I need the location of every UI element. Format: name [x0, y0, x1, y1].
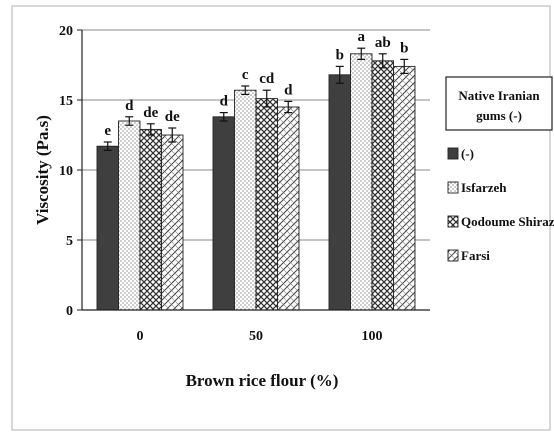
bar---100	[328, 74, 351, 311]
legend-swatch	[447, 249, 459, 262]
bar-farsi-50	[277, 106, 300, 311]
significance-letter: cd	[259, 71, 275, 87]
significance-letter: a	[358, 29, 366, 45]
bar-farsi-0	[161, 134, 184, 311]
bar---0	[96, 145, 119, 311]
significance-letter: d	[220, 94, 229, 110]
x-axis-label: Brown rice flour (%)	[186, 371, 339, 390]
legend-title-box	[445, 76, 553, 131]
significance-letter: c	[242, 67, 249, 83]
bar-qodoume-shirazi-100	[371, 60, 394, 311]
legend-label: Isfarzeh	[461, 180, 507, 195]
error-bar	[262, 89, 271, 108]
legend-label: Qodoume Shirazi	[461, 214, 554, 229]
legend-swatch	[447, 215, 459, 228]
legend-label: (-)	[461, 146, 474, 161]
error-bar	[335, 65, 344, 84]
bar-farsi-100	[393, 65, 416, 311]
error-bar	[241, 85, 250, 96]
legend-label: Farsi	[461, 248, 490, 263]
y-tick-label: 5	[66, 234, 73, 249]
bar-isfarzeh-50	[234, 89, 257, 311]
bar---50	[212, 116, 235, 311]
axes	[81, 30, 430, 311]
y-tick-label: 10	[59, 164, 73, 179]
chart-border	[11, 5, 551, 431]
significance-letter: de	[143, 105, 158, 121]
bar-isfarzeh-100	[350, 53, 373, 311]
y-tick-label: 15	[59, 94, 73, 109]
bars	[96, 47, 416, 311]
error-bar	[284, 100, 293, 114]
error-bar	[378, 53, 387, 69]
significance-letter: ab	[375, 35, 391, 51]
error-bar	[146, 123, 155, 136]
significance-letter: e	[104, 123, 111, 139]
significance-letter: d	[284, 82, 293, 98]
y-tick-label: 0	[66, 304, 73, 319]
error-bar	[219, 111, 228, 122]
error-bar	[125, 116, 134, 126]
legend-title-line-1: Native Iranian	[458, 88, 540, 103]
bar-qodoume-shirazi-50	[255, 98, 278, 311]
x-tick-label: 50	[249, 329, 263, 344]
legend-title-line-2: gums (-)	[476, 108, 522, 123]
y-axis-label: Viscosity (Pa.s)	[33, 115, 52, 225]
significance-letter: de	[165, 109, 180, 125]
legend-swatch	[447, 147, 459, 160]
error-bar	[168, 127, 177, 143]
significance-letter: b	[336, 47, 344, 63]
bar-qodoume-shirazi-0	[139, 128, 162, 311]
x-tick-label: 100	[362, 329, 383, 344]
bar-isfarzeh-0	[118, 120, 141, 311]
y-tick-label: 20	[59, 24, 73, 39]
legend: Native Iranian gums (-) (-) Isfarzeh Qodou…	[445, 76, 554, 263]
error-bar	[400, 58, 409, 75]
error-bar	[103, 141, 112, 151]
legend-swatch	[447, 181, 459, 194]
x-tick-labels: 0 50 100	[137, 329, 383, 344]
error-bar	[357, 47, 366, 61]
significance-letter: d	[125, 98, 134, 114]
significance-letter: b	[400, 40, 408, 56]
legend-items: (-) Isfarzeh Qodoume Shirazi Farsi	[447, 146, 554, 263]
x-tick-label: 0	[137, 329, 144, 344]
y-tick-labels: 0 5 10 15 20	[59, 24, 73, 319]
